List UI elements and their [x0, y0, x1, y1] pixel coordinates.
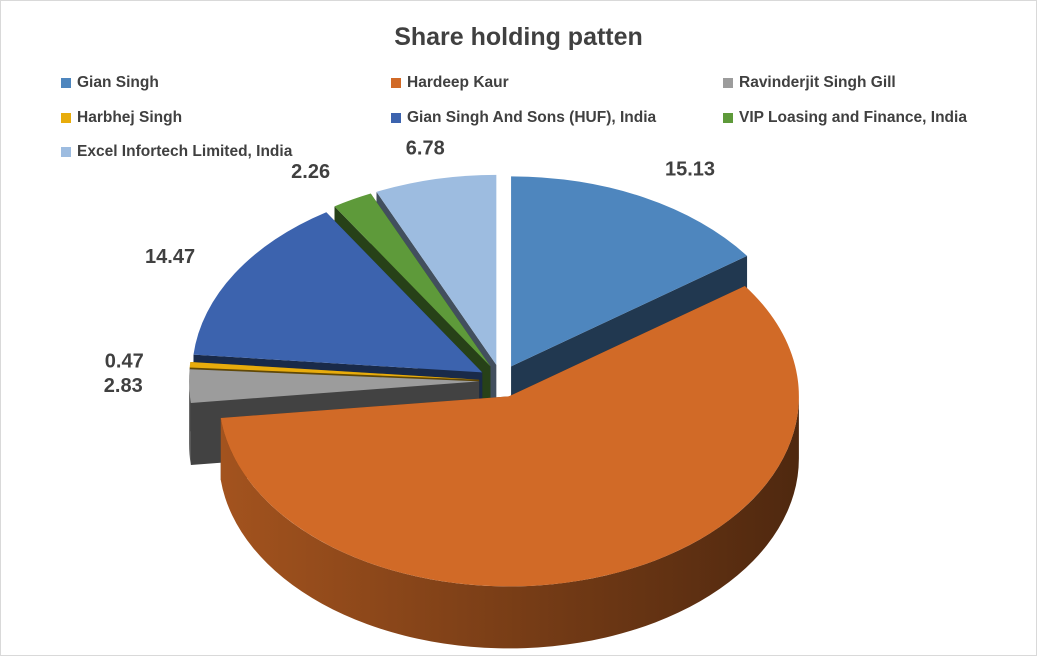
data-label: 0.47 [105, 351, 144, 373]
pie-slice-side [220, 396, 799, 649]
pie-slice-gian-singh-and-sons-huf-india [193, 212, 483, 373]
pie-slice-harbhej-singh [189, 361, 480, 380]
legend-item-gian-singh-and-sons: Gian Singh And Sons (HUF), India [391, 109, 656, 127]
legend-item-harbhej-singh: Harbhej Singh [61, 109, 182, 127]
data-label: 14.47 [145, 246, 195, 268]
legend-item-excel-infortech: Excel Infortech Limited, India [61, 143, 292, 161]
legend-swatch [61, 113, 71, 123]
pie-slice-side [189, 381, 191, 465]
legend-item-hardeep-kaur: Hardeep Kaur [391, 74, 509, 92]
pie-slice-vip-loasing-and-finance-india [334, 193, 491, 367]
legend-swatch [391, 113, 401, 123]
legend-item-gian-singh: Gian Singh [61, 74, 159, 92]
legend-label: Excel Infortech Limited, India [77, 143, 293, 160]
data-label: 2.26 [291, 161, 330, 183]
legend-label: Hardeep Kaur [407, 74, 509, 91]
pie-tops [189, 174, 799, 587]
legend-swatch [61, 147, 71, 157]
legend-item-ravinderjit-singh-gill: Ravinderjit Singh Gill [723, 74, 896, 92]
chart-legend: Gian Singh Hardeep Kaur Ravinderjit Sing… [61, 74, 1021, 169]
legend-label: Harbhej Singh [77, 109, 183, 126]
legend-swatch [61, 78, 71, 88]
legend-label: Gian Singh [77, 74, 159, 91]
data-label: 6.78 [406, 138, 445, 160]
data-label: 2.83 [104, 375, 143, 397]
pie-slice-hardeep-kaur [220, 285, 799, 587]
pie-slice-gian-singh [511, 176, 748, 367]
pie-slice-ravinderjit-singh-gill [189, 369, 480, 403]
legend-item-vip-loasing: VIP Loasing and Finance, India [723, 109, 967, 127]
pie-slice-excel-infortech-limited-india [376, 174, 497, 365]
legend-label: VIP Loasing and Finance, India [739, 109, 967, 126]
legend-label: Gian Singh And Sons (HUF), India [407, 109, 657, 126]
legend-swatch [723, 78, 733, 88]
data-label: 15.13 [665, 159, 715, 181]
legend-swatch [723, 113, 733, 123]
legend-swatch [391, 78, 401, 88]
legend-label: Ravinderjit Singh Gill [739, 74, 896, 91]
chart-title: Share holding patten [394, 23, 643, 51]
